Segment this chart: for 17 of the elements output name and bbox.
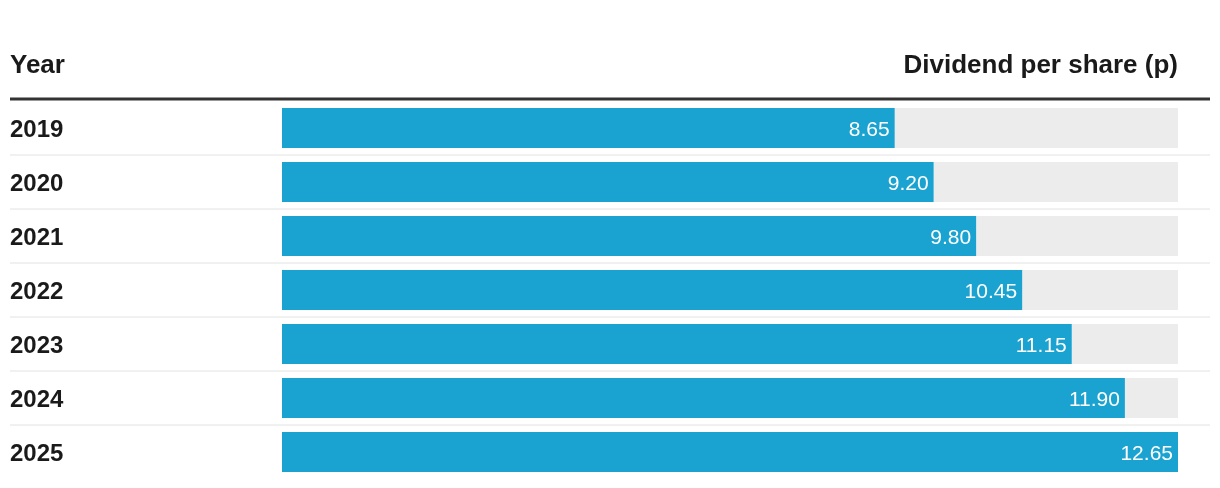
y-tick-label: 2023 bbox=[10, 330, 64, 358]
y-tick-label: 2019 bbox=[10, 114, 64, 142]
x-axis-title: Dividend per share (p) bbox=[903, 49, 1178, 79]
y-tick-label: 2020 bbox=[10, 168, 64, 196]
data-label: 9.20 bbox=[887, 170, 929, 194]
y-tick-label: 2021 bbox=[10, 222, 64, 250]
bar bbox=[282, 432, 1178, 472]
data-label: 11.15 bbox=[1015, 332, 1067, 356]
data-label: 12.65 bbox=[1120, 440, 1173, 464]
y-tick-label: 2024 bbox=[10, 384, 65, 412]
y-tick-label: 2022 bbox=[10, 276, 64, 304]
data-label: 9.80 bbox=[930, 224, 972, 248]
y-axis-title: Year bbox=[10, 49, 65, 79]
data-label: 10.45 bbox=[964, 278, 1018, 302]
y-tick-label: 2025 bbox=[10, 438, 64, 466]
data-label: 11.90 bbox=[1068, 386, 1120, 410]
data-label: 8.65 bbox=[848, 116, 890, 140]
